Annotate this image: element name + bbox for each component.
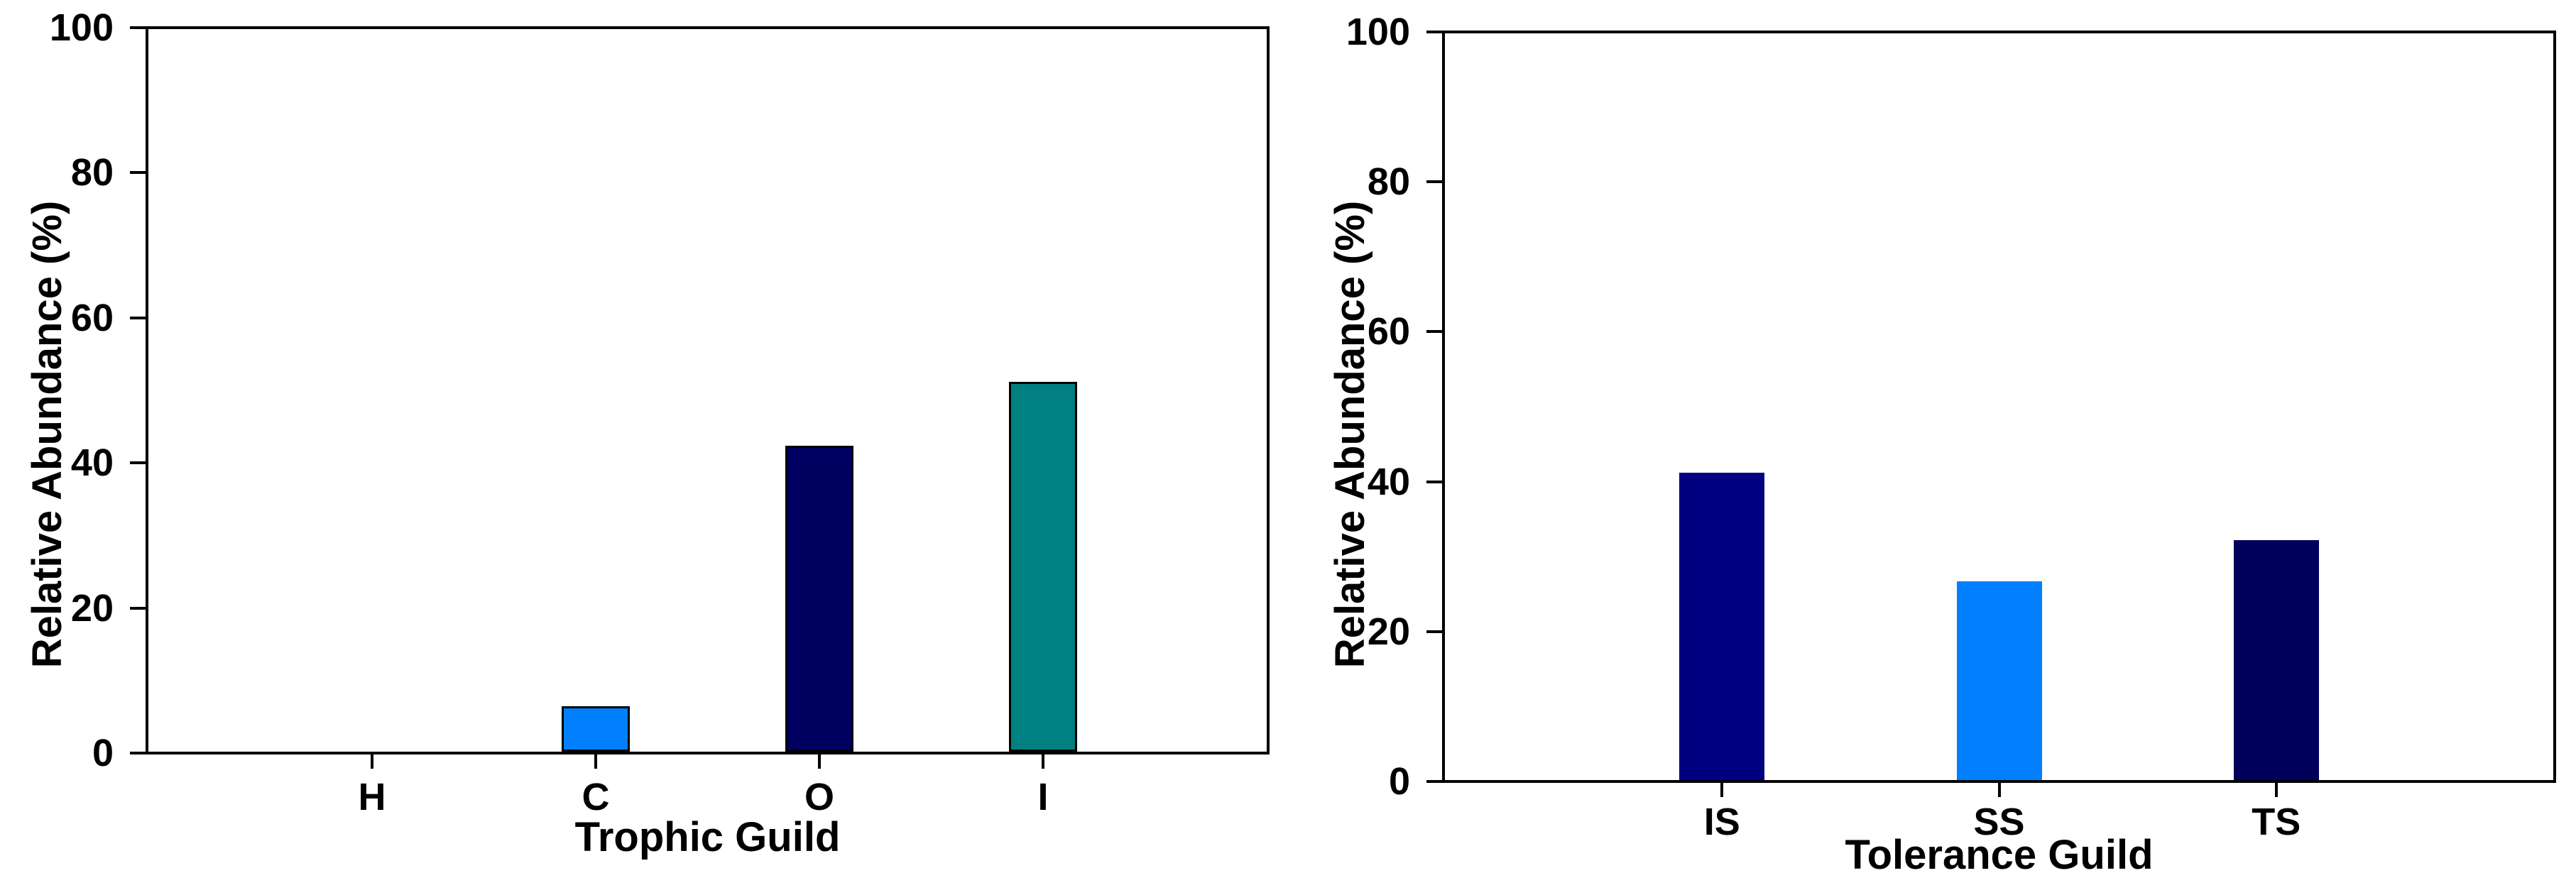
- y-tick-label: 20: [1367, 610, 1410, 653]
- y-tick-mark: [1426, 31, 1442, 33]
- y-axis-title: Relative Abundance (%): [1327, 200, 1373, 669]
- y-tick-label: 100: [1346, 11, 1410, 53]
- y-tick-label: 60: [70, 296, 114, 339]
- bar-O: [785, 446, 853, 752]
- y-tick-mark: [130, 26, 146, 29]
- y-tick-mark: [130, 316, 146, 319]
- x-tick-mark: [818, 754, 821, 769]
- x-tick-label-C: C: [582, 776, 610, 818]
- x-tick-label-TS: TS: [2252, 801, 2301, 843]
- y-tick-mark: [1426, 630, 1442, 633]
- y-tick-label: 40: [1367, 460, 1410, 503]
- y-tick-label: 100: [49, 6, 114, 49]
- x-tick-label-O: O: [804, 776, 834, 818]
- x-axis-title: Tolerance Guild: [1845, 832, 2154, 878]
- y-tick-label: 80: [70, 151, 114, 194]
- x-tick-mark: [1720, 783, 1724, 797]
- x-tick-mark: [1997, 783, 2001, 797]
- x-tick-label-H: H: [358, 776, 386, 818]
- y-tick-mark: [130, 752, 146, 754]
- bar-I: [1009, 381, 1077, 752]
- y-tick-label: 0: [92, 732, 114, 774]
- x-tick-label-SS: SS: [1973, 801, 2025, 843]
- y-tick-label: 80: [1367, 160, 1410, 204]
- y-tick-label: 60: [1367, 310, 1410, 353]
- y-tick-label: 0: [1388, 760, 1410, 803]
- x-tick-label-IS: IS: [1703, 801, 1740, 843]
- x-axis-title: Trophic Guild: [574, 814, 841, 860]
- x-tick-mark: [1042, 754, 1044, 769]
- y-tick-mark: [1426, 780, 1442, 783]
- bar-C: [562, 706, 630, 752]
- y-tick-mark: [130, 171, 146, 175]
- y-tick-mark: [1426, 480, 1442, 483]
- bar-TS: [2233, 540, 2319, 780]
- bar-IS: [1679, 472, 1765, 780]
- x-tick-mark: [2274, 783, 2278, 797]
- y-tick-label: 40: [70, 441, 114, 485]
- y-tick-mark: [130, 461, 146, 465]
- y-tick-mark: [130, 606, 146, 610]
- x-tick-mark: [371, 754, 373, 769]
- y-tick-mark: [1426, 330, 1442, 334]
- x-tick-label-I: I: [1037, 776, 1049, 818]
- y-tick-mark: [1426, 180, 1442, 184]
- plot-area: [146, 26, 1270, 754]
- y-tick-label: 20: [70, 586, 114, 630]
- bar-SS: [1956, 581, 2042, 780]
- x-tick-mark: [594, 754, 597, 769]
